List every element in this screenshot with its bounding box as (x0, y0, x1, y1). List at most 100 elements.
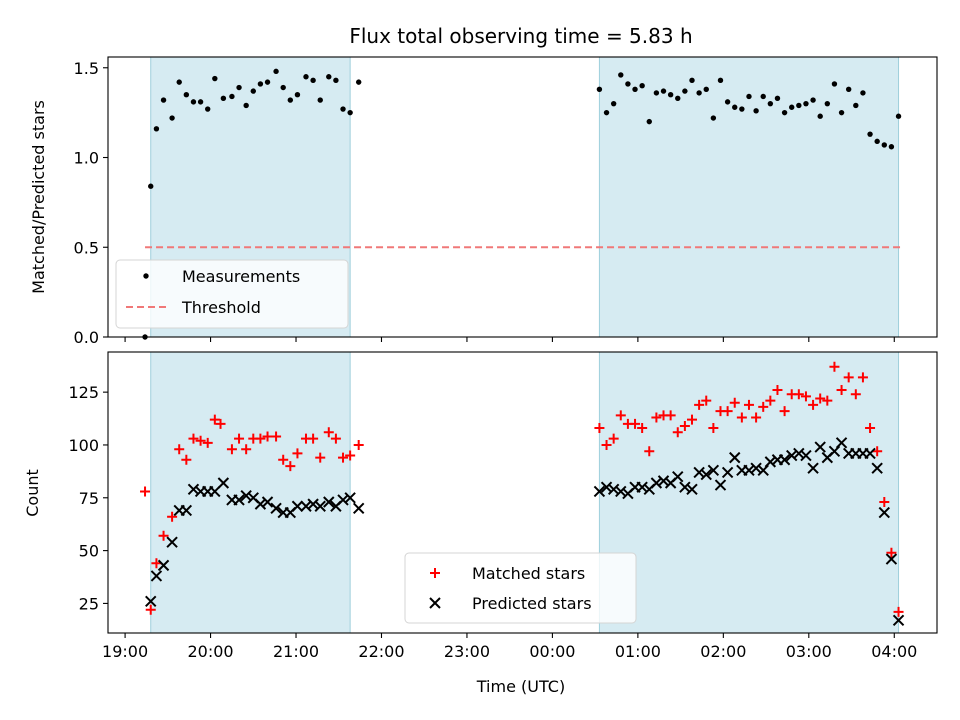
measurement-point (303, 74, 309, 80)
x-tick-label: 03:00 (786, 642, 832, 661)
matched-stars-point (167, 511, 178, 522)
matched-stars-point (601, 439, 612, 450)
matched-stars-point (353, 439, 364, 450)
measurement-point (810, 97, 816, 103)
predicted-stars-point (157, 559, 170, 572)
matched-stars-point (181, 454, 192, 465)
y-tick-label: 125 (68, 383, 99, 402)
shaded-interval (598, 351, 900, 634)
predicted-stars-point (721, 466, 734, 479)
legend-plus-icon (430, 568, 440, 578)
measurement-point (603, 109, 610, 116)
x-axis-label: Time (UTC) (476, 677, 565, 696)
measurement-point (682, 88, 688, 94)
matched-stars-point (865, 423, 876, 434)
predicted-stars-point (864, 447, 876, 460)
measurement-point (696, 90, 702, 96)
measurement-point (774, 95, 781, 101)
y-tick-label: 1.0 (74, 149, 99, 168)
matched-stars-point (308, 433, 319, 444)
matched-stars-point (850, 389, 861, 400)
x-tick-label: 20:00 (188, 642, 234, 661)
measurement-point (874, 138, 880, 145)
matched-stars-point (736, 412, 747, 423)
predicted-stars-point (217, 477, 230, 489)
measurement-point (831, 81, 838, 87)
measurement-point (153, 126, 160, 132)
measurement-point (803, 100, 809, 107)
matched-stars-point (202, 437, 213, 448)
matched-stars-point (665, 410, 676, 421)
predicted-stars-point (885, 553, 898, 565)
predicted-stars-point (764, 456, 777, 468)
y-tick-label: 1.5 (74, 59, 99, 78)
matched-stars-point (743, 399, 754, 410)
predicted-stars-point (835, 437, 848, 449)
measurement-point (250, 88, 256, 94)
measurement-point (675, 95, 681, 101)
legend: Measurements Threshold (115, 259, 349, 329)
predicted-stars-point (650, 477, 663, 489)
measurement-point (895, 113, 902, 119)
x-tick-label: 02:00 (700, 642, 746, 661)
x-tick-label: 23:00 (444, 642, 490, 661)
measurement-point (294, 91, 301, 98)
legend: Matched stars Predicted stars (404, 552, 637, 624)
matched-stars-point (644, 446, 655, 457)
x-tick-label: 22:00 (358, 642, 404, 661)
measurement-point (867, 131, 873, 137)
legend-box (115, 259, 349, 329)
measurement-point (243, 102, 249, 109)
measurement-point (205, 106, 211, 112)
matched-stars-point (779, 406, 790, 417)
measurement-point (746, 93, 752, 100)
measurement-point (333, 77, 339, 84)
matched-stars-point (188, 433, 199, 444)
predicted-stars-point (233, 494, 245, 506)
predicted-stars-point (657, 475, 670, 487)
predicted-stars-point (261, 496, 274, 508)
measurement-point (257, 81, 264, 87)
y-tick-label: 25 (79, 594, 99, 613)
legend-label: Measurements (182, 267, 300, 286)
measurement-point (888, 144, 895, 150)
bottom-y-axis-label: Count (23, 469, 42, 517)
matched-stars-point (285, 461, 296, 472)
matched-stars-point (872, 446, 883, 457)
measurement-point (789, 104, 795, 110)
matched-stars-point (594, 423, 605, 434)
matched-stars-point (630, 418, 641, 429)
predicted-stars-point (714, 479, 727, 491)
measurement-point (317, 97, 323, 103)
matched-stars-point (608, 433, 619, 444)
matched-stars-point (765, 395, 776, 406)
measurement-point (767, 100, 774, 107)
predicted-stars-point (800, 449, 812, 462)
matched-stars-point (278, 454, 289, 465)
measurement-point (264, 79, 271, 85)
predicted-stars-point (254, 498, 267, 510)
measurement-point (753, 108, 759, 114)
measurement-point (625, 81, 631, 87)
chart-title: Flux total observing time = 5.83 h (349, 24, 692, 48)
matched-stars-point (637, 423, 648, 434)
measurement-point (660, 88, 667, 94)
matched-stars-point (226, 444, 237, 455)
matched-stars-point (315, 452, 326, 463)
measurement-point (845, 86, 852, 93)
measurement-point (853, 102, 859, 109)
y-tick-label: 100 (68, 436, 99, 455)
measurement-point (689, 77, 695, 84)
measurement-point (653, 90, 660, 96)
predicted-stars-point (300, 500, 312, 512)
predicted-stars-point (352, 502, 365, 515)
matched-stars-point (800, 391, 811, 402)
y-tick-label: 75 (79, 489, 99, 508)
predicted-stars-point (750, 462, 762, 474)
matched-stars-point (815, 393, 826, 404)
predicted-stars-point (793, 447, 805, 460)
x-tick-label: 01:00 (615, 642, 661, 661)
matched-stars-point (793, 389, 804, 400)
measurement-point (739, 106, 745, 112)
predicted-stars-point (344, 492, 356, 504)
